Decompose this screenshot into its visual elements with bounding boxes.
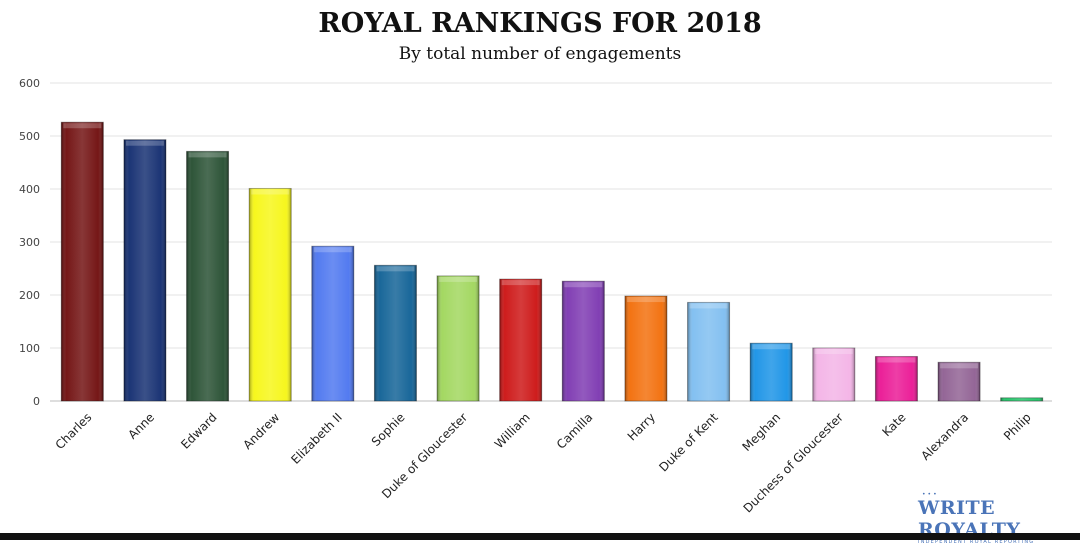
- bar-shading: [812, 348, 855, 401]
- y-tick-label: 300: [19, 236, 40, 249]
- y-axis-tick-labels: 0 100 200 300 400 500 600: [19, 77, 40, 408]
- x-tick-label: Harry: [625, 410, 658, 443]
- x-tick-label: Alexandra: [918, 410, 971, 463]
- bottom-border: [0, 533, 1080, 540]
- bar: [937, 361, 981, 402]
- brand-dots: •••: [922, 491, 939, 498]
- bar: [687, 301, 731, 402]
- bar-cap: [313, 247, 352, 253]
- bar: [749, 342, 793, 402]
- bar: [248, 187, 292, 402]
- bar-cap: [940, 363, 979, 369]
- x-tick-label: Elizabeth II: [288, 410, 345, 467]
- x-axis-tick-labels: Charles Anne Edward Andrew Elizabeth II Sophi…: [53, 410, 1034, 516]
- bar-shading: [687, 302, 730, 401]
- bar-cap: [188, 152, 227, 158]
- bar-shading: [875, 356, 918, 401]
- x-tick-label: Sophie: [369, 410, 408, 449]
- chart-subtitle: By total number of engagements: [398, 44, 682, 64]
- bar: [373, 264, 417, 402]
- x-tick-label: Kate: [879, 410, 908, 439]
- y-tick-label: 200: [19, 289, 40, 302]
- bar-shading: [311, 246, 354, 401]
- bar: [561, 280, 605, 402]
- bar-cap: [251, 189, 290, 195]
- bar-shading: [499, 279, 542, 401]
- bar-shading: [437, 275, 480, 401]
- bar: [499, 278, 543, 402]
- bar-cap: [626, 297, 665, 303]
- bar-cap: [814, 349, 853, 354]
- bar: [436, 275, 480, 402]
- bar-shading: [123, 139, 166, 401]
- bar-cap: [376, 266, 415, 272]
- x-tick-label: Andrew: [240, 410, 282, 452]
- x-tick-label: Meghan: [740, 410, 784, 454]
- bar-cap: [63, 123, 102, 129]
- x-tick-label: Camilla: [554, 410, 596, 452]
- y-tick-label: 400: [19, 183, 40, 196]
- x-tick-label: Philip: [1001, 410, 1034, 443]
- bar: [60, 121, 104, 402]
- bar: [1000, 397, 1044, 402]
- bar-cap: [439, 276, 478, 282]
- y-tick-label: 100: [19, 342, 40, 355]
- bar-cap: [564, 282, 603, 288]
- x-tick-label: Duke of Kent: [656, 410, 720, 474]
- y-tick-label: 500: [19, 130, 40, 143]
- bars: [60, 121, 1044, 402]
- bar-cap: [877, 357, 916, 363]
- bar-shading: [562, 281, 605, 401]
- bar-shading: [374, 265, 417, 401]
- x-tick-label: Edward: [178, 410, 220, 452]
- bar-shading: [186, 151, 229, 401]
- bar-shading: [624, 296, 667, 401]
- bar-shading: [1000, 397, 1043, 401]
- bar-cap: [752, 344, 791, 350]
- bar: [311, 245, 355, 402]
- bar-shading: [249, 188, 292, 401]
- x-tick-label: William: [492, 410, 533, 451]
- x-tick-label: Anne: [125, 410, 157, 442]
- bar-shading: [61, 122, 104, 401]
- bar: [123, 139, 167, 402]
- bar: [874, 355, 918, 402]
- x-tick-label: Charles: [53, 410, 95, 452]
- bar-cap: [501, 280, 540, 286]
- chart-title: ROYAL RANKINGS FOR 2018: [318, 8, 762, 39]
- bar: [186, 150, 230, 402]
- bar: [812, 347, 856, 402]
- y-tick-label: 0: [33, 395, 40, 408]
- bar-shading: [938, 362, 981, 401]
- bar: [624, 295, 668, 402]
- bar-cap: [125, 140, 164, 146]
- bar-cap: [689, 303, 728, 309]
- bar-shading: [750, 343, 793, 401]
- y-tick-label: 600: [19, 77, 40, 90]
